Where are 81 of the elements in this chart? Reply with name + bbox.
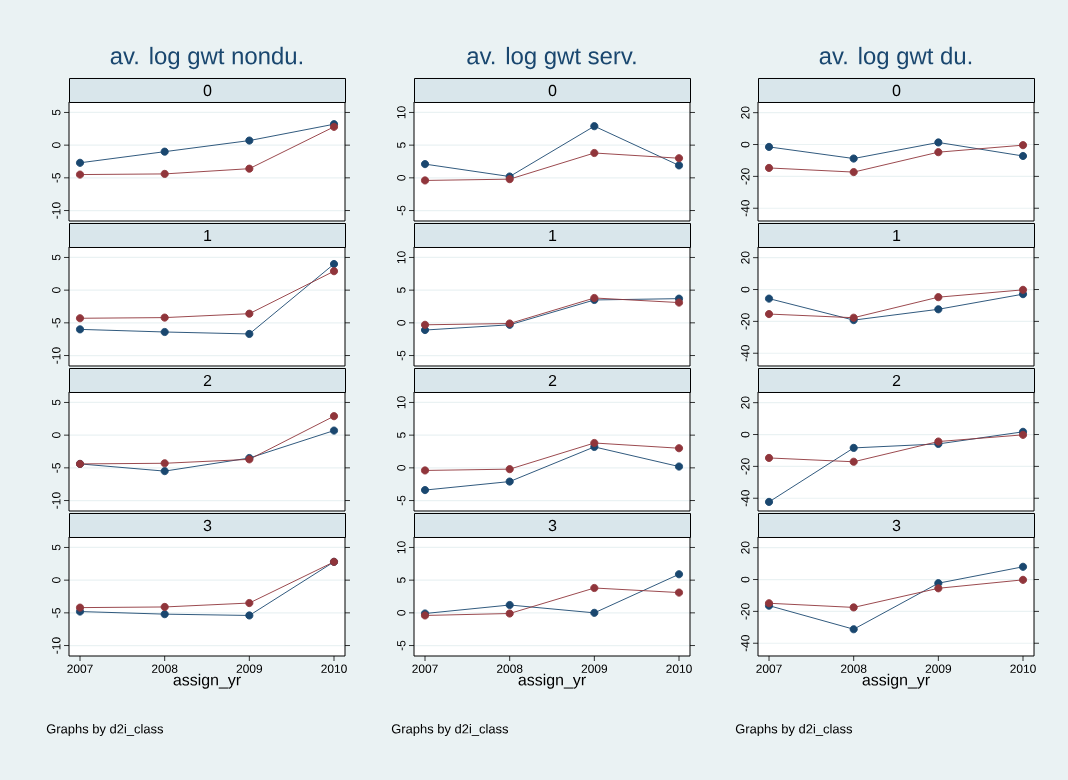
- x-tick-label: 2010: [666, 664, 692, 673]
- x-tick-label: 2007: [412, 664, 438, 673]
- y-tick-label: -5: [397, 495, 406, 506]
- chart-subtitle: 3: [892, 519, 901, 532]
- chart-subtitle: 3: [203, 519, 212, 532]
- y-tick-label: 5: [397, 432, 406, 438]
- y-tick-label: 5: [52, 109, 61, 116]
- x-tick-label: 2008: [496, 664, 523, 673]
- text: Graphs by d2i_class: [735, 723, 853, 737]
- chart-subtitle: 1: [549, 230, 557, 241]
- x-axis-title: assign_yr: [518, 673, 586, 689]
- y-tick-label: 0: [397, 464, 406, 471]
- y-tick-label: 0: [397, 609, 406, 616]
- chart-subtitle: 2: [548, 374, 557, 387]
- y-tick-label: 5: [52, 254, 61, 261]
- y-tick-label: -40: [741, 345, 750, 362]
- chart-title: av. log gwt serv.: [467, 46, 636, 70]
- y-tick-label: 10: [397, 251, 406, 264]
- y-tick-label: 10: [397, 106, 406, 119]
- y-tick-label: 0: [741, 141, 750, 148]
- y-tick-label: -20: [741, 458, 750, 475]
- x-tick-label: 2009: [236, 664, 263, 673]
- y-tick-label: 20: [741, 541, 750, 554]
- x-tick-label: 2008: [840, 664, 867, 673]
- y-tick-label: 0: [397, 319, 406, 326]
- y-tick-label: 0: [741, 431, 750, 438]
- y-tick-label: -20: [741, 603, 750, 620]
- y-tick-label: -5: [52, 173, 61, 183]
- x-axis-title: assign_yr: [862, 673, 930, 689]
- x-tick-label: 2010: [1010, 664, 1036, 673]
- chart-subtitle: 0: [548, 84, 557, 97]
- chart-subtitle: 2: [892, 374, 901, 387]
- y-tick-label: 5: [397, 577, 406, 583]
- x-tick-label: 2009: [925, 664, 952, 673]
- chart-title: av. log gwt du.: [819, 46, 972, 70]
- y-tick-label: 10: [397, 396, 406, 409]
- y-tick-label: -5: [397, 205, 406, 216]
- y-tick-label: -10: [52, 202, 61, 219]
- y-tick-label: 0: [52, 142, 61, 148]
- y-tick-label: 0: [741, 286, 750, 293]
- y-tick-label: -10: [52, 492, 61, 509]
- y-tick-label: 20: [741, 251, 750, 264]
- y-tick-label: 0: [52, 577, 61, 584]
- x-tick-label: 2010: [321, 664, 347, 673]
- y-tick-label: -20: [741, 168, 750, 185]
- y-tick-label: -10: [52, 637, 61, 654]
- text: Graphs by d2i_class: [46, 723, 164, 737]
- y-tick-label: 0: [397, 174, 406, 181]
- y-tick-label: 5: [52, 399, 61, 406]
- x-tick-label: 2007: [756, 664, 782, 673]
- chart-subtitle: 3: [548, 519, 557, 532]
- y-tick-label: -40: [741, 635, 750, 652]
- x-tick-label: 2009: [581, 664, 608, 673]
- y-tick-label: -5: [52, 608, 61, 618]
- y-tick-label: 0: [52, 287, 61, 293]
- chart-subtitle: 1: [893, 230, 901, 241]
- y-tick-label: 0: [52, 432, 61, 439]
- chart-title: av. log gwt nondu.: [110, 46, 303, 70]
- x-tick-label: 2008: [151, 664, 178, 673]
- y-tick-label: 5: [52, 544, 61, 551]
- y-tick-label: -5: [52, 463, 61, 473]
- y-tick-label: 10: [397, 541, 406, 554]
- y-tick-label: -40: [741, 490, 750, 507]
- chart-subtitle: 0: [892, 84, 901, 97]
- x-tick-label: 2007: [67, 664, 93, 673]
- y-tick-label: -5: [397, 640, 406, 651]
- y-tick-label: -5: [397, 350, 406, 361]
- y-tick-label: 20: [741, 106, 750, 119]
- y-tick-label: -20: [741, 313, 750, 330]
- text: Graphs by d2i_class: [391, 723, 509, 737]
- y-tick-label: 5: [397, 142, 406, 148]
- y-tick-label: 0: [741, 576, 750, 583]
- chart-subtitle: 0: [203, 84, 212, 97]
- y-tick-label: 5: [397, 287, 406, 293]
- chart-subtitle: 2: [203, 374, 212, 387]
- y-tick-label: -5: [52, 318, 61, 328]
- y-tick-label: 20: [741, 396, 750, 409]
- y-tick-label: -40: [741, 200, 750, 217]
- x-axis-title: assign_yr: [173, 673, 241, 689]
- chart-subtitle: 1: [204, 230, 212, 241]
- y-tick-label: -10: [52, 347, 61, 364]
